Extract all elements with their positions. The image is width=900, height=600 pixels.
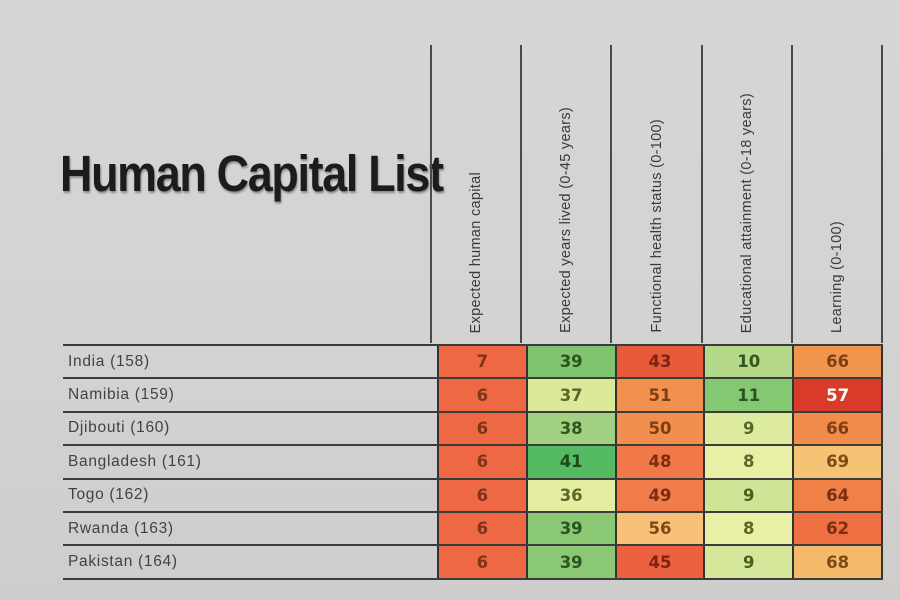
value-cell: 9 (703, 546, 793, 578)
table-row: Rwanda (163) 6 39 56 8 62 (63, 510, 883, 545)
country-label: Bangladesh (161) (68, 452, 202, 470)
column-header: Functional health status (0-100) (610, 45, 700, 343)
country-label: Rwanda (163) (68, 519, 174, 537)
value-cell: 8 (703, 512, 793, 545)
value-cell: 10 (703, 346, 793, 378)
column-header-label: Learning (0-100) (828, 220, 845, 333)
value-cell: 64 (792, 479, 883, 511)
column-header: Learning (0-100) (790, 45, 884, 343)
country-label: India (158) (68, 352, 150, 370)
table-row: Pakistan (164) 6 39 45 9 68 (63, 544, 883, 578)
value-cell: 48 (614, 446, 704, 478)
value-cell: 62 (792, 512, 883, 545)
column-header-label: Functional health status (0-100) (648, 119, 665, 333)
column-header: Expected human capital (430, 45, 520, 343)
column-header-label: Educational attainment (0-18 years) (738, 92, 755, 333)
value-cell: 38 (525, 412, 615, 445)
column-header: Expected years lived (0-45 years) (520, 45, 610, 343)
table-row: India (158) 7 39 43 10 66 (63, 344, 883, 378)
value-cell: 51 (614, 379, 704, 411)
column-header-label: Expected years lived (0-45 years) (558, 107, 575, 333)
table-row: Togo (162) 6 36 49 9 64 (63, 477, 883, 511)
value-cell: 39 (525, 546, 615, 578)
row-cells: 6 37 51 11 57 (437, 379, 883, 411)
value-cell: 56 (614, 512, 704, 545)
value-cell: 6 (437, 446, 526, 478)
row-cells: 6 38 50 9 66 (437, 412, 883, 445)
value-cell: 6 (437, 512, 526, 545)
value-cell: 8 (703, 446, 793, 478)
page-title: Human Capital List (60, 145, 444, 202)
value-cell: 39 (525, 346, 615, 378)
value-cell: 57 (792, 379, 883, 411)
value-cell: 6 (437, 379, 526, 411)
value-cell: 49 (614, 479, 704, 511)
row-cells: 6 39 45 9 68 (437, 546, 883, 578)
country-label: Togo (162) (68, 486, 150, 504)
row-cells: 6 39 56 8 62 (437, 512, 883, 545)
row-cells: 7 39 43 10 66 (437, 346, 883, 378)
value-cell: 11 (703, 379, 793, 411)
value-cell: 50 (614, 412, 704, 445)
value-cell: 43 (614, 346, 704, 378)
value-cell: 6 (437, 479, 526, 511)
value-cell: 69 (792, 446, 883, 478)
value-cell: 66 (792, 346, 883, 378)
value-cell: 7 (437, 346, 526, 378)
country-label: Pakistan (164) (68, 553, 178, 571)
country-label: Namibia (159) (68, 386, 175, 404)
value-cell: 9 (703, 479, 793, 511)
table-row: Namibia (159) 6 37 51 11 57 (63, 377, 883, 411)
value-cell: 36 (525, 479, 615, 511)
column-header: Educational attainment (0-18 years) (700, 45, 791, 343)
table-row: Djibouti (160) 6 38 50 9 66 (63, 410, 883, 445)
column-header-label: Expected human capital (468, 171, 485, 333)
value-cell: 6 (437, 546, 526, 578)
value-cell: 9 (703, 412, 793, 445)
table-row: Bangladesh (161) 6 41 48 8 69 (63, 444, 883, 478)
value-cell: 68 (792, 546, 883, 578)
value-cell: 39 (525, 512, 615, 545)
value-cell: 6 (437, 412, 526, 445)
table-body: India (158) 7 39 43 10 66 Namibia (159) 6 37 5… (63, 344, 883, 580)
value-cell: 45 (614, 546, 704, 578)
row-cells: 6 41 48 8 69 (437, 446, 883, 478)
value-cell: 41 (525, 446, 615, 478)
column-headers: Expected human capital Expected years liv… (430, 45, 884, 343)
row-cells: 6 36 49 9 64 (437, 479, 883, 511)
country-label: Djibouti (160) (68, 419, 170, 437)
value-cell: 66 (792, 412, 883, 445)
value-cell: 37 (525, 379, 615, 411)
